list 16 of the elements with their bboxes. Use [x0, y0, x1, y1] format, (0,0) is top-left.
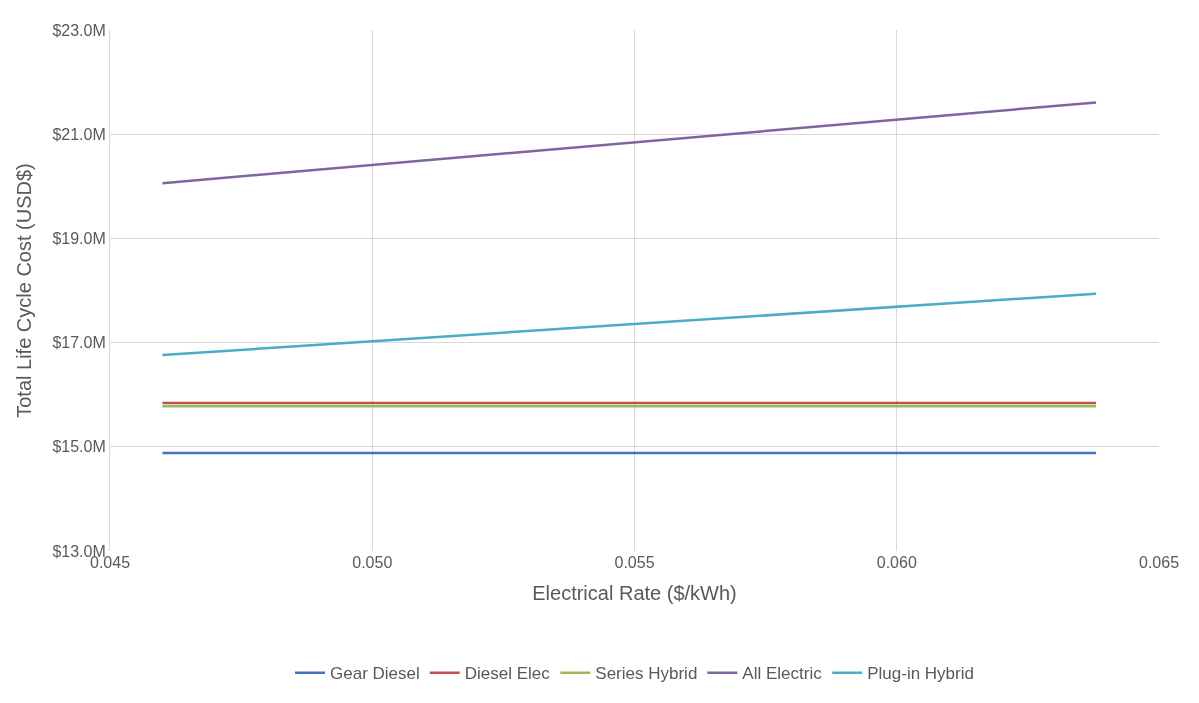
x-tick-label: 0.065 — [1138, 554, 1180, 571]
y-tick-label: $15.0M — [52, 438, 106, 456]
x-tick-label: 0.060 — [876, 554, 917, 571]
legend-label: All Electric — [742, 664, 823, 684]
legend-label: Plug-in Hybrid — [867, 664, 974, 684]
y-tick-label: $17.0M — [52, 334, 106, 352]
legend-label: Diesel Elec — [464, 664, 551, 684]
y-tick-label: $23.0M — [52, 21, 106, 39]
x-axis-title: Electrical Rate ($/kWh) — [532, 581, 737, 604]
x-tick-label: 0.055 — [614, 554, 655, 571]
x-tick-label: 0.050 — [352, 554, 393, 571]
y-tick-label: $19.0M — [52, 230, 106, 247]
y-axis-title: Total Life Cycle Cost (USD$) — [12, 163, 35, 418]
y-tick-label: $21.0M — [52, 125, 106, 143]
legend-label: Series Hybrid — [595, 664, 698, 684]
legend-label: Gear Diesel — [330, 664, 420, 684]
